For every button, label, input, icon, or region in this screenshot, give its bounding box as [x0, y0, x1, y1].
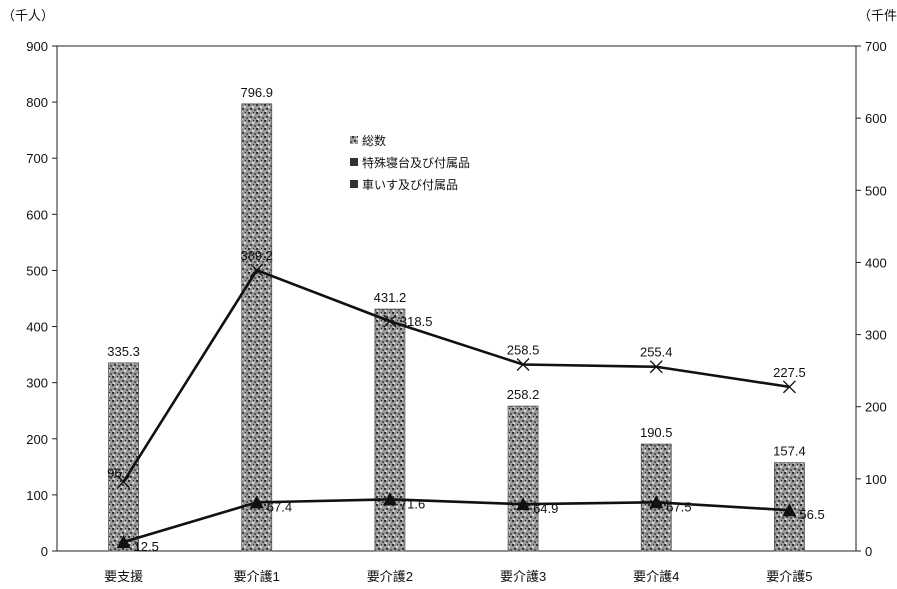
category-label: 要支援 — [104, 569, 143, 584]
triangle-marker — [516, 497, 531, 511]
left-tick-label: 600 — [26, 207, 48, 222]
left-tick-label: 500 — [26, 263, 48, 278]
legend-swatch-total — [350, 136, 358, 144]
line-value-label: 12.5 — [134, 539, 159, 554]
line-value-label: 64.9 — [533, 501, 558, 516]
line-value-label: 389.2 — [240, 248, 273, 263]
line-value-label: 258.5 — [507, 343, 540, 358]
bar-value-label: 258.2 — [507, 387, 540, 402]
line-value-label: 71.6 — [400, 496, 425, 511]
legend-swatch-bed — [350, 158, 358, 166]
left-tick-label: 300 — [26, 376, 48, 391]
wheelchair-series-line — [123, 498, 790, 544]
line-value-label: 56.5 — [799, 507, 824, 522]
triangle-marker — [116, 534, 131, 548]
left-tick-label: 700 — [26, 151, 48, 166]
line-value-label: 67.5 — [666, 499, 691, 514]
bar-value-label: 157.4 — [773, 444, 806, 459]
right-tick-label: 600 — [865, 111, 887, 126]
right-tick-label: 0 — [865, 544, 872, 559]
left-unit-label: （千人） — [2, 9, 54, 24]
triangle-marker — [249, 495, 264, 509]
bar-value-label: 431.2 — [374, 290, 407, 305]
bar-value-label: 335.3 — [107, 344, 140, 359]
line-value-label: 96 — [107, 466, 121, 481]
left-tick-label: 100 — [26, 488, 48, 503]
left-tick-label: 900 — [26, 39, 48, 54]
bar-value-label: 796.9 — [240, 85, 273, 100]
line-value-label: 318.5 — [400, 314, 433, 329]
x-marker — [516, 358, 530, 371]
left-tick-label: 200 — [26, 432, 48, 447]
bars-series: 335.3 796.9 431.2 258.2 190.5 157.4 — [107, 85, 806, 552]
category-label: 要介護1 — [234, 569, 280, 584]
plot-frame — [56, 45, 857, 552]
bar-value-label: 190.5 — [640, 425, 673, 440]
left-axis: 0 100 200 300 400 500 600 700 800 900 — [26, 39, 57, 559]
left-tick-label: 800 — [26, 95, 48, 110]
bar — [241, 103, 273, 552]
left-tick-label: 400 — [26, 320, 48, 335]
right-tick-label: 500 — [865, 183, 887, 198]
bar — [507, 405, 539, 552]
right-tick-label: 300 — [865, 328, 887, 343]
category-label: 要介護2 — [367, 569, 413, 584]
category-label: 要介護4 — [633, 569, 679, 584]
legend-label-total: 総数 — [362, 133, 386, 148]
bar — [108, 362, 139, 552]
x-marker — [250, 263, 264, 277]
lines-series: 96 389.2 318.5 258.5 255.4 227.5 12.5 67.4 71.6 6… — [107, 248, 825, 554]
category-axis: 要支援 要介護1 要介護2 要介護3 要介護4 要介護5 — [104, 569, 812, 584]
category-label: 要介護3 — [500, 569, 546, 584]
bed-series-line — [122, 268, 790, 483]
right-axis: 0 100 200 300 400 500 600 700 — [856, 39, 887, 559]
line-value-label: 255.4 — [640, 345, 673, 360]
right-tick-label: 100 — [865, 472, 887, 487]
legend-swatch-wheelchair — [350, 180, 358, 188]
x-marker — [117, 475, 131, 489]
bar — [374, 308, 406, 552]
triangle-marker — [782, 503, 797, 517]
x-marker — [383, 314, 397, 328]
right-tick-label: 200 — [865, 400, 887, 415]
triangle-marker — [382, 492, 397, 506]
line-value-label: 227.5 — [773, 365, 806, 380]
legend: 総数 特殊寝台及び付属品 車いす及び付属品 — [350, 133, 470, 192]
left-tick-label: 0 — [41, 544, 48, 559]
right-tick-label: 400 — [865, 255, 887, 270]
line-value-label: 67.4 — [267, 499, 292, 514]
x-marker — [782, 380, 796, 394]
category-label: 要介護5 — [766, 569, 812, 584]
triangle-marker — [649, 495, 664, 509]
right-unit-label: （千件） — [858, 9, 897, 24]
legend-label-bed: 特殊寝台及び付属品 — [362, 155, 470, 170]
x-marker — [649, 360, 663, 374]
legend-label-wheelchair: 車いす及び付属品 — [362, 178, 458, 192]
right-tick-label: 700 — [865, 39, 887, 54]
